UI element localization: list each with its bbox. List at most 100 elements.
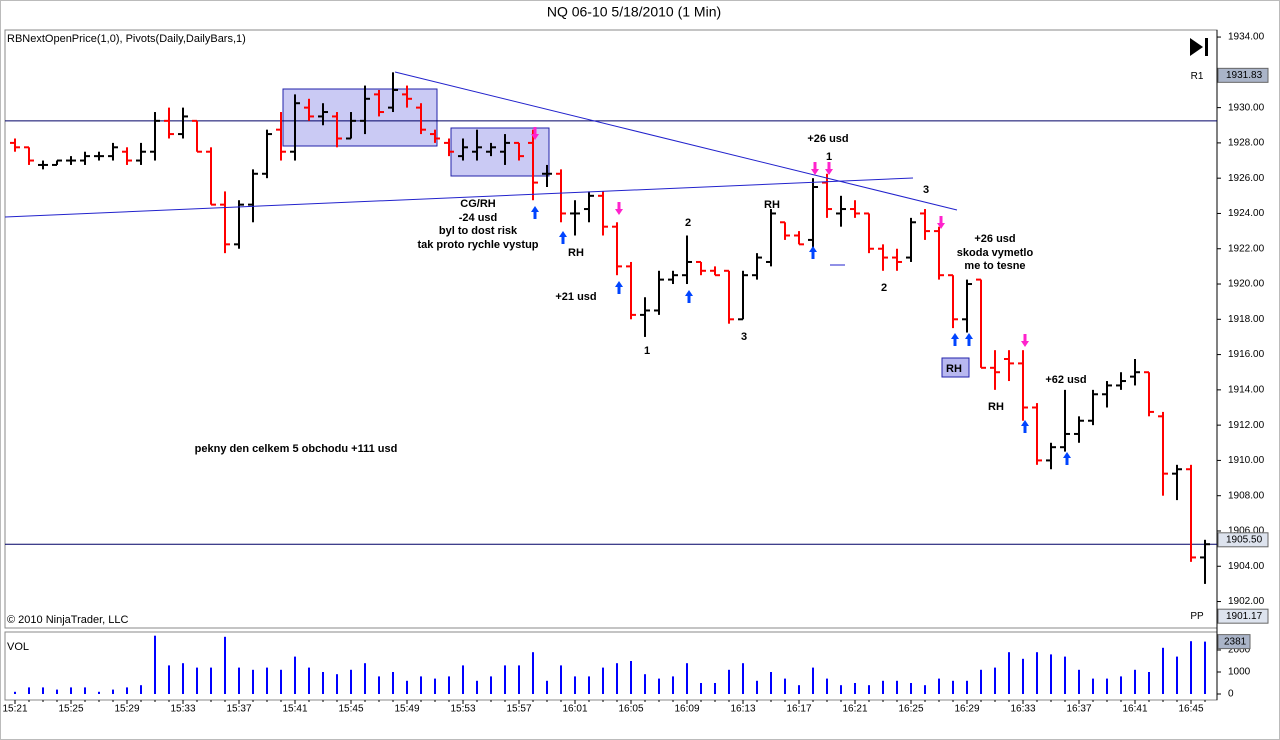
annotation: 3 <box>741 331 747 343</box>
volume-bar <box>154 635 156 694</box>
volume-bar <box>672 676 674 694</box>
volume-bar <box>364 663 366 694</box>
chart-title: NQ 06-10 5/18/2010 (1 Min) <box>547 4 721 20</box>
volume-panel <box>4 631 1218 701</box>
y-tick-label: 1926.00 <box>1228 173 1265 184</box>
volume-bar <box>756 680 758 694</box>
volume-bar <box>140 685 142 694</box>
copyright: © 2010 NinjaTrader, LLC <box>7 614 128 626</box>
volume-bar <box>182 663 184 694</box>
y-tick-label: 1910.00 <box>1228 455 1265 466</box>
volume-bar <box>854 683 856 694</box>
rh-box <box>941 357 970 378</box>
annotation: skoda vymetlo <box>957 247 1034 259</box>
volume-bar <box>1162 647 1164 694</box>
volume-bar <box>700 683 702 694</box>
y-tick-label: 1922.00 <box>1228 243 1265 254</box>
x-tick-label: 16:37 <box>1066 704 1091 715</box>
volume-bar <box>126 687 128 694</box>
annotation: 1 <box>644 345 650 357</box>
volume-bar <box>70 687 72 694</box>
annotation: RH <box>988 401 1004 413</box>
x-tick-label: 16:41 <box>1122 704 1147 715</box>
price-marker-label: 1905.50 <box>1226 534 1263 545</box>
volume-bar <box>476 680 478 694</box>
x-tick-label: 15:25 <box>58 704 83 715</box>
annotation: CG/RH <box>460 198 496 210</box>
y-tick-label: 1000 <box>1228 667 1251 678</box>
volume-bar <box>266 667 268 694</box>
y-tick-label: 1908.00 <box>1228 490 1265 501</box>
volume-marker-label: 2381 <box>1224 636 1247 647</box>
x-tick-label: 16:05 <box>618 704 643 715</box>
price-marker <box>1217 67 1269 83</box>
y-tick-label: 1902.00 <box>1228 596 1265 607</box>
annotation: RH <box>946 363 962 375</box>
volume-bar <box>952 680 954 694</box>
volume-bar <box>994 667 996 694</box>
x-tick-label: 15:21 <box>2 704 27 715</box>
volume-bar <box>406 680 408 694</box>
volume-bar <box>546 680 548 694</box>
volume-bar <box>980 669 982 694</box>
x-tick-label: 16:09 <box>674 704 699 715</box>
y-tick-label: 1904.00 <box>1228 561 1265 572</box>
x-tick-label: 16:13 <box>730 704 755 715</box>
price-marker-label: 1931.83 <box>1226 70 1263 81</box>
price-marker-label: 1901.17 <box>1226 611 1263 622</box>
volume-bar <box>1176 656 1178 694</box>
x-tick-label: 16:01 <box>562 704 587 715</box>
range-box <box>282 88 438 147</box>
volume-title: VOL <box>7 641 29 653</box>
plot-layer: 1902.00 1904.00 1906.00 1908.00 1910.00 1912.… <box>2 32 1269 715</box>
annotation: +62 usd <box>1045 374 1086 386</box>
play-icon <box>1190 38 1208 56</box>
volume-bar <box>1064 656 1066 694</box>
y-tick-label: 2000 <box>1228 645 1251 656</box>
indicator-label: RBNextOpenPrice(1,0), Pivots(Daily,Daily… <box>7 33 246 45</box>
volume-bar <box>336 674 338 694</box>
volume-bar <box>112 689 114 694</box>
x-tick-label: 15:53 <box>450 704 475 715</box>
volume-bar <box>644 674 646 694</box>
volume-bar <box>490 676 492 694</box>
volume-bar <box>280 669 282 694</box>
volume-bar <box>742 663 744 694</box>
volume-bar <box>392 672 394 694</box>
annotation: +21 usd <box>555 291 596 303</box>
volume-bar <box>616 663 618 694</box>
annotation: RH <box>568 247 584 259</box>
y-tick-label: 1912.00 <box>1228 420 1265 431</box>
y-tick-label: 1906.00 <box>1228 526 1265 537</box>
volume-bar <box>868 685 870 694</box>
x-tick-label: 15:41 <box>282 704 307 715</box>
volume-bar <box>1078 669 1080 694</box>
volume-bar <box>560 665 562 694</box>
volume-bar <box>1050 654 1052 694</box>
volume-bar <box>1120 676 1122 694</box>
volume-bar <box>1148 672 1150 694</box>
volume-bar <box>1022 658 1024 694</box>
y-tick-label: 1928.00 <box>1228 138 1265 149</box>
volume-bar <box>252 669 254 694</box>
volume-bar <box>224 636 226 694</box>
level-name: R1 <box>1191 71 1204 82</box>
annotation: tak proto rychle vystup <box>417 239 538 251</box>
volume-bar <box>56 689 58 694</box>
volume-bar <box>210 667 212 694</box>
annotation: 2 <box>881 282 887 294</box>
volume-bar <box>532 652 534 694</box>
annotation: me to tesne <box>964 260 1025 272</box>
volume-bar <box>630 661 632 694</box>
volume-bar <box>448 676 450 694</box>
volume-bar <box>714 683 716 694</box>
volume-bar <box>966 680 968 694</box>
price-marker <box>1217 532 1269 548</box>
trend-line <box>394 71 958 211</box>
volume-bar <box>1190 641 1192 694</box>
annotation: +26 usd <box>974 233 1015 245</box>
volume-bar <box>602 667 604 694</box>
volume-bar <box>840 685 842 694</box>
